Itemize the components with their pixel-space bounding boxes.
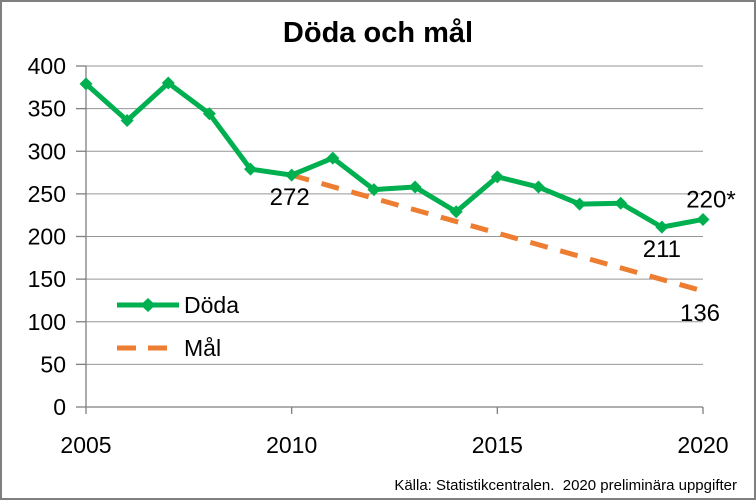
- doda-data-marker: [408, 180, 422, 194]
- legend-item-doda: Döda: [117, 290, 239, 320]
- y-tick-label: 400: [28, 53, 66, 79]
- doda-data-marker: [449, 205, 463, 219]
- doda-data-marker: [490, 170, 504, 184]
- y-tick-label: 150: [28, 266, 66, 292]
- doda-data-marker: [655, 220, 669, 234]
- legend: Döda Mål: [117, 290, 239, 376]
- x-tick-label: 2015: [472, 432, 523, 458]
- doda-series-line: [83, 80, 706, 230]
- doda-data-marker: [367, 183, 381, 197]
- doda-data-marker: [120, 114, 134, 128]
- doda-data-marker: [161, 76, 175, 90]
- x-tick-label: 2005: [60, 432, 111, 458]
- y-tick-label: 0: [53, 394, 66, 420]
- doda-data-marker: [531, 180, 545, 194]
- annotation-label: 211: [643, 236, 681, 263]
- annotation-label: 220*: [686, 186, 735, 213]
- y-tick-label: 350: [28, 96, 66, 122]
- y-tick-label: 300: [28, 138, 66, 164]
- doda-data-marker: [202, 107, 216, 121]
- mal-series-swatch-icon: [117, 345, 179, 351]
- doda-data-marker: [79, 77, 93, 91]
- legend-label-doda: Döda: [184, 292, 239, 318]
- y-tick-label: 50: [40, 351, 66, 377]
- x-tick-label: 2010: [266, 432, 317, 458]
- y-tick-label: 200: [28, 224, 66, 250]
- doda-data-marker: [244, 162, 258, 176]
- doda-data-marker: [614, 196, 628, 210]
- source-note: Källa: Statistikcentralen. 2020 prelimin…: [394, 477, 737, 494]
- annotation-label: 272: [270, 184, 310, 211]
- doda-data-marker: [326, 151, 340, 165]
- doda-series-swatch-icon: [117, 298, 179, 312]
- doda-data-marker: [285, 168, 299, 182]
- mal-target-line: [290, 172, 704, 294]
- chart-title: Döda och mål: [282, 17, 474, 49]
- y-tick-label: 250: [28, 181, 66, 207]
- legend-item-mal: Mål: [117, 333, 239, 363]
- y-tick-label: 100: [28, 309, 66, 335]
- legend-label-mal: Mål: [184, 335, 222, 361]
- annotation-label: 136: [680, 300, 720, 327]
- doda-data-marker: [696, 212, 710, 226]
- doda-data-marker: [573, 197, 587, 211]
- x-tick-label: 2020: [677, 432, 728, 458]
